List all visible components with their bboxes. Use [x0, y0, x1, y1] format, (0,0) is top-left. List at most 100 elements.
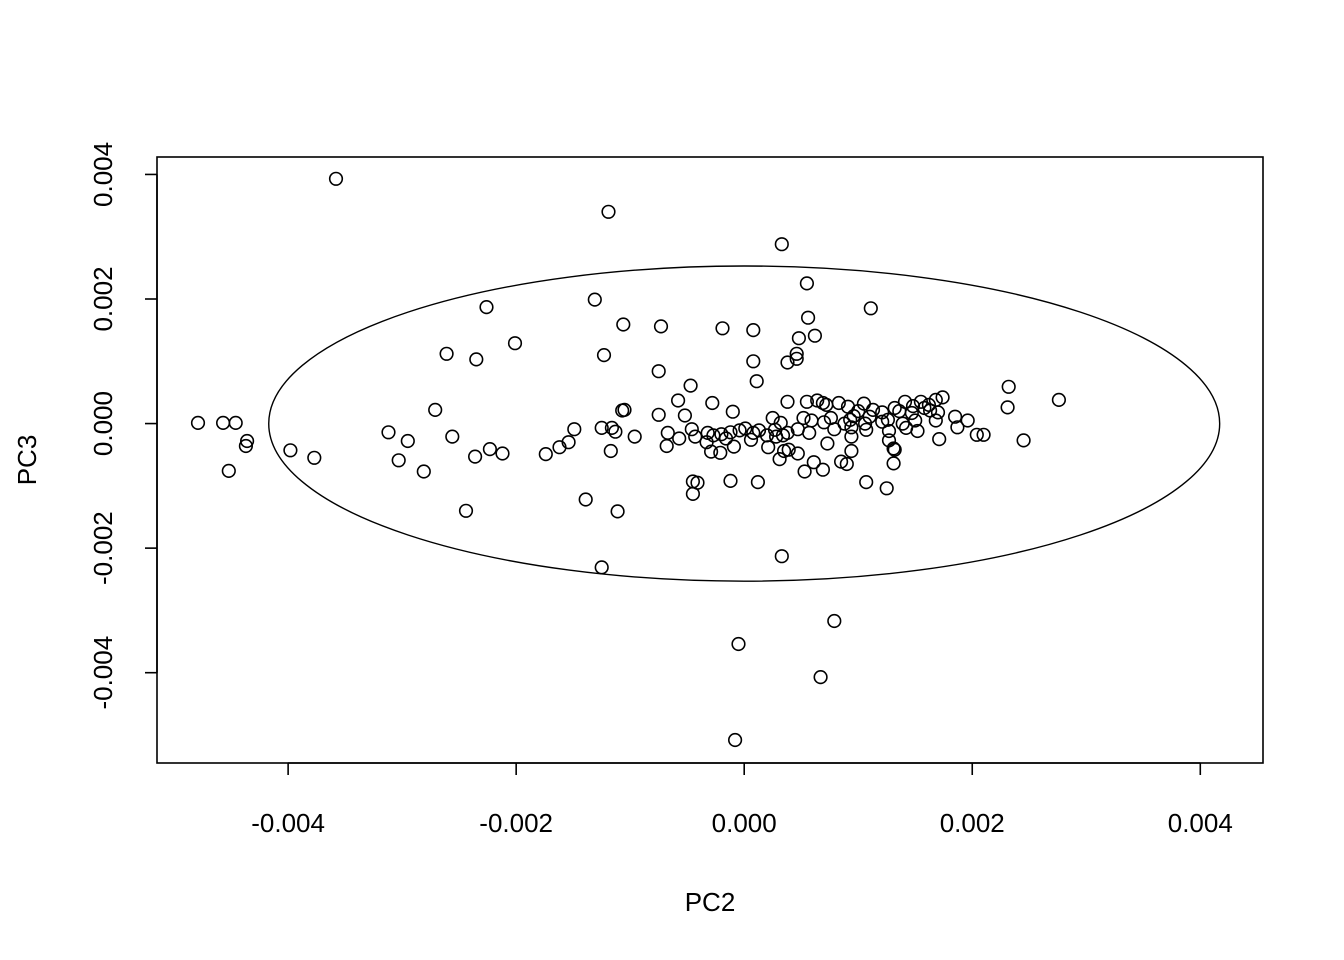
data-point: [846, 409, 861, 424]
data-point: [839, 456, 854, 472]
y-tick-label: -0.002: [88, 511, 118, 585]
data-point: [802, 425, 817, 441]
data-point: [738, 421, 753, 436]
data-point: [746, 425, 761, 441]
data-point: [328, 171, 344, 186]
x-tick-label: -0.002: [479, 808, 553, 838]
data-point: [458, 503, 474, 518]
data-point: [935, 390, 950, 405]
data-point: [804, 413, 819, 428]
data-point: [677, 408, 693, 423]
data-point: [947, 409, 963, 424]
data-point: [843, 412, 858, 427]
data-point: [723, 473, 738, 489]
data-point: [875, 414, 890, 429]
data-point: [859, 422, 874, 437]
data-point: [862, 409, 877, 424]
data-point: [416, 464, 431, 479]
data-point: [726, 439, 742, 454]
data-point: [749, 374, 764, 389]
data-point: [781, 442, 796, 457]
data-point: [796, 410, 811, 426]
data-point: [775, 428, 791, 443]
data-point: [468, 449, 483, 464]
data-point: [603, 443, 618, 459]
data-point: [594, 420, 609, 436]
data-point: [1051, 392, 1066, 408]
data-point: [879, 481, 894, 496]
data-point: [930, 405, 946, 420]
plot-frame: [156, 156, 1264, 764]
data-point: [610, 504, 625, 519]
data-point: [790, 446, 805, 461]
y-axis: -0.004 -0.002 0.000 0.002 0.004: [88, 142, 158, 710]
data-point: [827, 422, 842, 437]
data-point: [844, 420, 859, 435]
data-point: [727, 732, 743, 748]
data-point: [705, 395, 720, 411]
data-point: [950, 420, 965, 435]
data-point: [685, 486, 701, 502]
data-point: [715, 321, 730, 336]
data-point: [482, 442, 498, 457]
confidence-ellipse: [268, 265, 1221, 582]
x-axis-title: PC2: [685, 887, 736, 917]
data-point: [713, 445, 728, 460]
data-point: [731, 636, 746, 652]
data-point: [960, 413, 975, 428]
data-point: [806, 455, 821, 470]
data-point: [381, 425, 396, 440]
data-point: [799, 394, 815, 409]
data-point: [221, 463, 236, 479]
data-point: [800, 310, 816, 325]
x-tick-label: -0.004: [251, 808, 325, 838]
data-point: [238, 438, 253, 454]
data-point: [307, 450, 322, 465]
data-point: [780, 394, 795, 409]
data-point: [810, 393, 825, 408]
data-point: [703, 444, 719, 459]
data-point: [932, 432, 947, 447]
data-point: [827, 613, 842, 629]
data-point: [789, 351, 804, 366]
data-point: [228, 415, 243, 431]
data-point: [797, 464, 812, 479]
data-point: [895, 416, 910, 431]
data-point: [190, 415, 206, 431]
data-point: [684, 422, 699, 437]
data-point: [240, 433, 255, 449]
data-point: [774, 237, 789, 252]
data-point: [851, 404, 866, 419]
data-point: [863, 301, 878, 316]
data-point: [976, 427, 991, 442]
x-tick-label: 0.004: [1168, 808, 1233, 838]
data-point: [714, 427, 729, 442]
data-point: [813, 669, 828, 685]
y-tick-label: 0.002: [88, 266, 118, 331]
data-point: [746, 354, 761, 369]
data-point: [651, 364, 666, 379]
data-point: [910, 423, 925, 439]
data-point: [816, 415, 832, 430]
data-point: [761, 440, 776, 455]
data-point: [391, 453, 406, 468]
x-axis: -0.004 -0.002 0.000 0.002 0.004: [251, 762, 1233, 838]
data-point: [507, 336, 523, 351]
data-point: [601, 204, 616, 219]
data-point: [469, 352, 484, 367]
data-point: [886, 456, 901, 471]
data-point: [887, 442, 902, 457]
data-point: [969, 427, 984, 442]
data-point: [718, 431, 734, 446]
data-point: [815, 462, 831, 477]
data-point: [886, 441, 901, 456]
data-point: [820, 436, 835, 451]
data-point: [683, 378, 698, 393]
data-point: [699, 435, 714, 450]
data-point: [791, 331, 807, 346]
data-point: [819, 397, 834, 413]
data-point: [400, 433, 415, 449]
data-point: [567, 422, 582, 437]
data-points: [190, 171, 1066, 748]
